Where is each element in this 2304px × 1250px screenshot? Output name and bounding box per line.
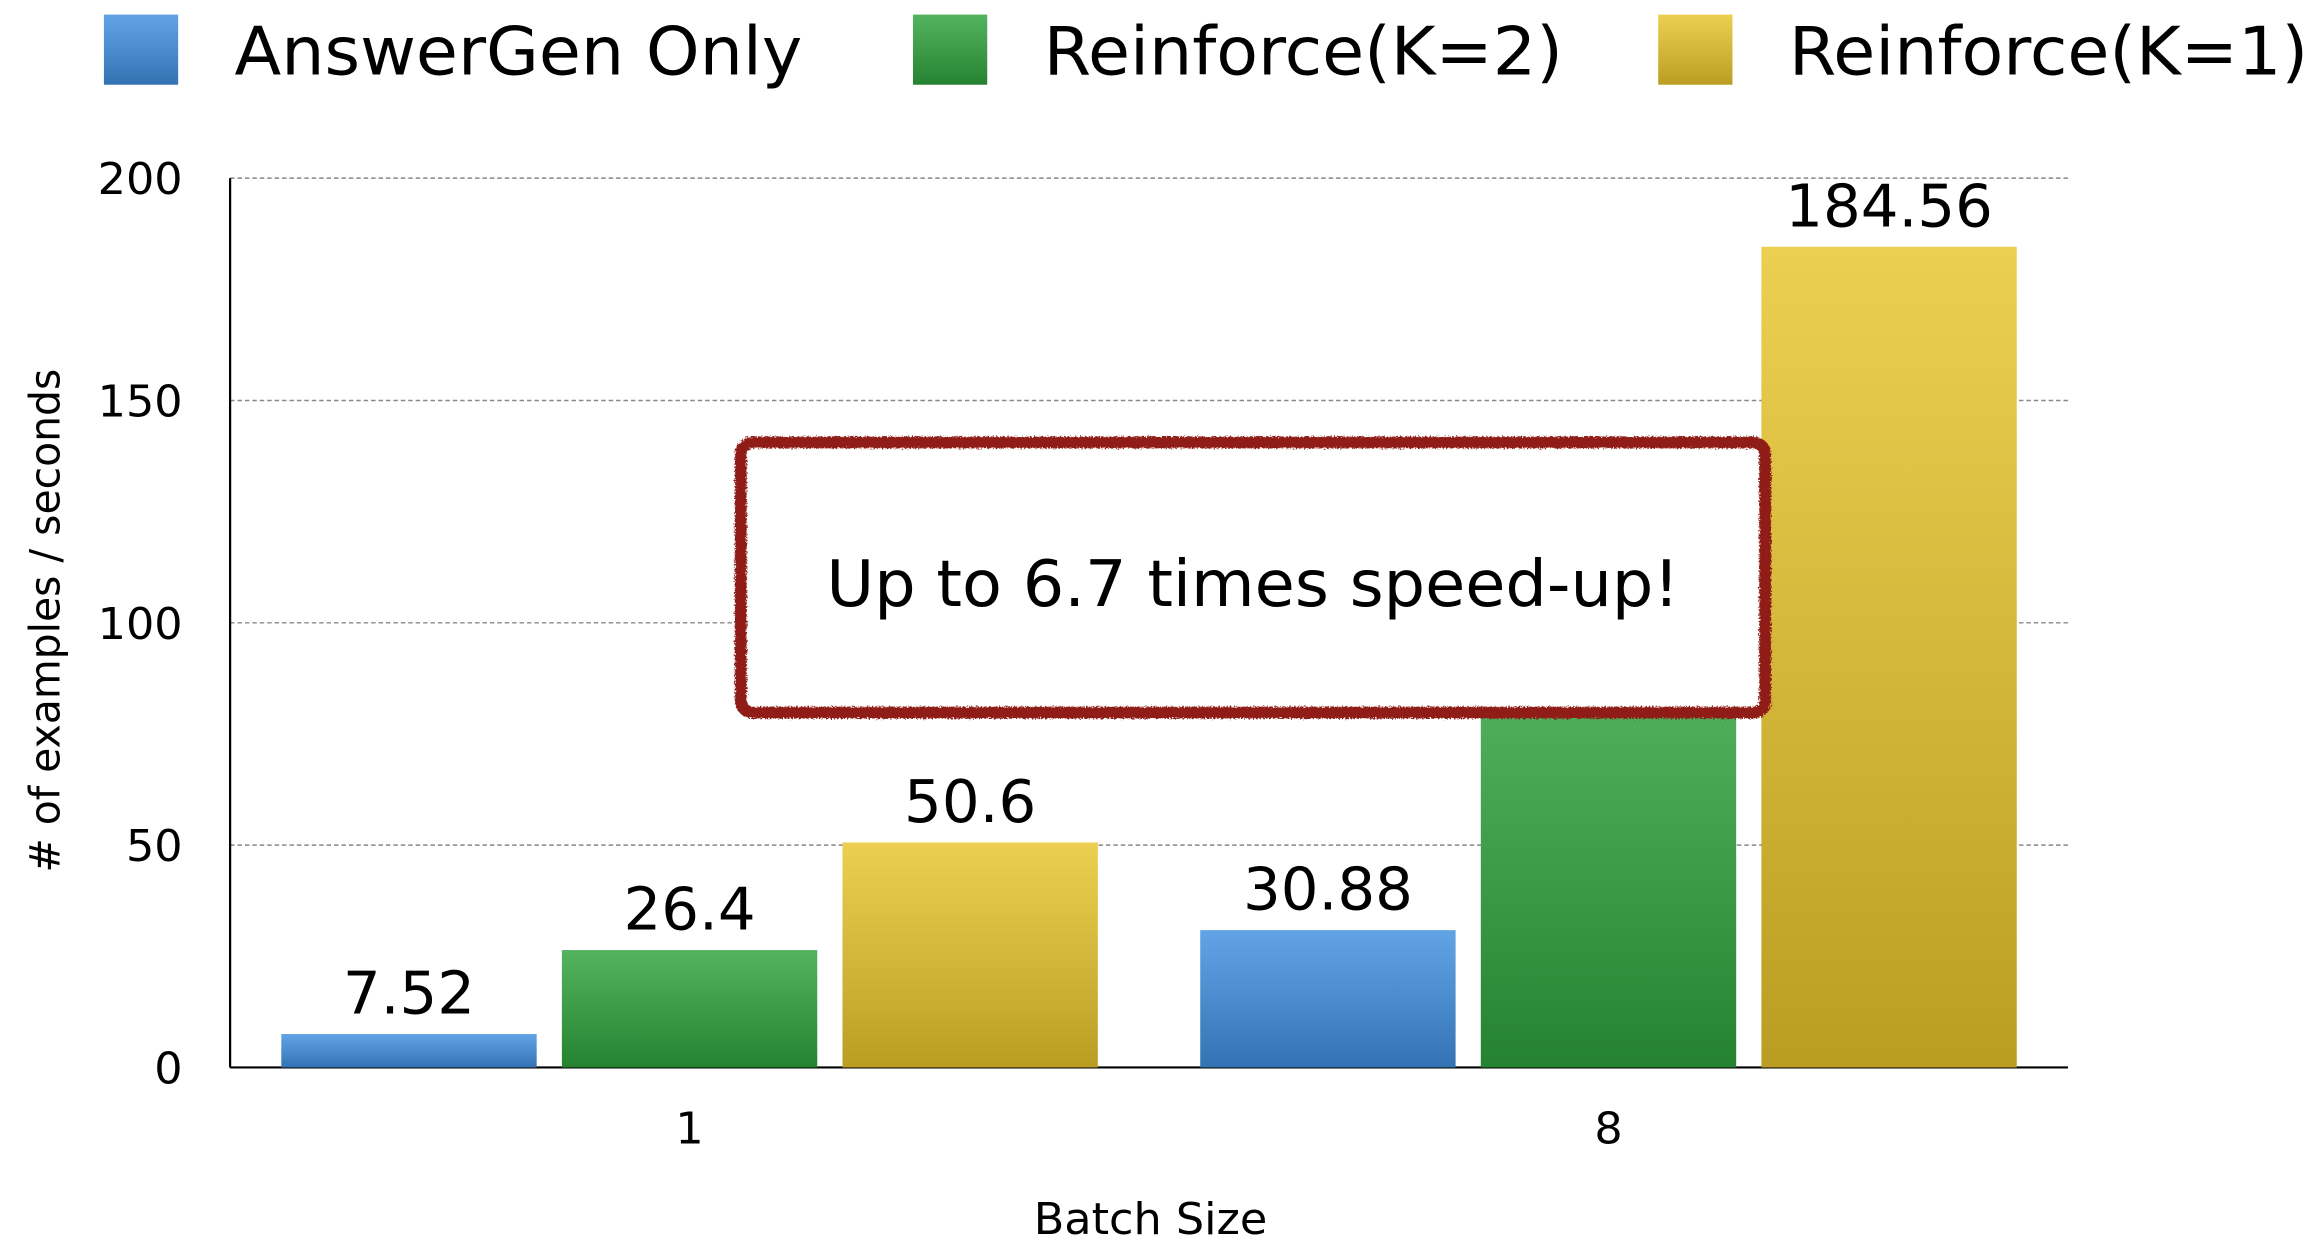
data-label: 26.4: [623, 875, 755, 943]
legend-swatch-shade: [912, 14, 988, 85]
legend-label: Reinforce(K=1): [1789, 12, 2304, 90]
data-label: 7.52: [343, 959, 475, 1027]
y-tick-label: 200: [98, 155, 183, 206]
data-label: 30.88: [1243, 855, 1413, 923]
bar-shade: [1761, 246, 2017, 1068]
legend-label: AnswerGen Only: [235, 12, 803, 90]
y-tick-label: 0: [154, 1044, 182, 1095]
y-tick-label: 150: [98, 377, 183, 428]
legend-swatch-shade: [1658, 14, 1733, 85]
data-label: 184.56: [1785, 172, 1993, 240]
y-tick-label: 50: [126, 822, 183, 873]
data-label: 50.6: [904, 767, 1036, 835]
bar-shade: [561, 950, 818, 1068]
legend-label: Reinforce(K=2): [1044, 12, 1563, 90]
x-axis-title: Batch Size: [1034, 1194, 1268, 1245]
y-tick-label: 100: [98, 599, 183, 650]
bar-shade: [842, 842, 1098, 1068]
annotation-box: [734, 436, 1772, 719]
bar-shade: [1200, 930, 1456, 1068]
x-tick-label: 8: [1594, 1104, 1622, 1155]
bar-shade: [281, 1034, 537, 1068]
bar-shade: [1480, 667, 1737, 1068]
y-axis-title: # of examples / seconds: [21, 369, 69, 873]
annotation-text: Up to 6.7 times speed-up!: [826, 548, 1679, 622]
x-tick-label: 1: [675, 1104, 703, 1155]
legend-swatch-shade: [103, 14, 179, 85]
